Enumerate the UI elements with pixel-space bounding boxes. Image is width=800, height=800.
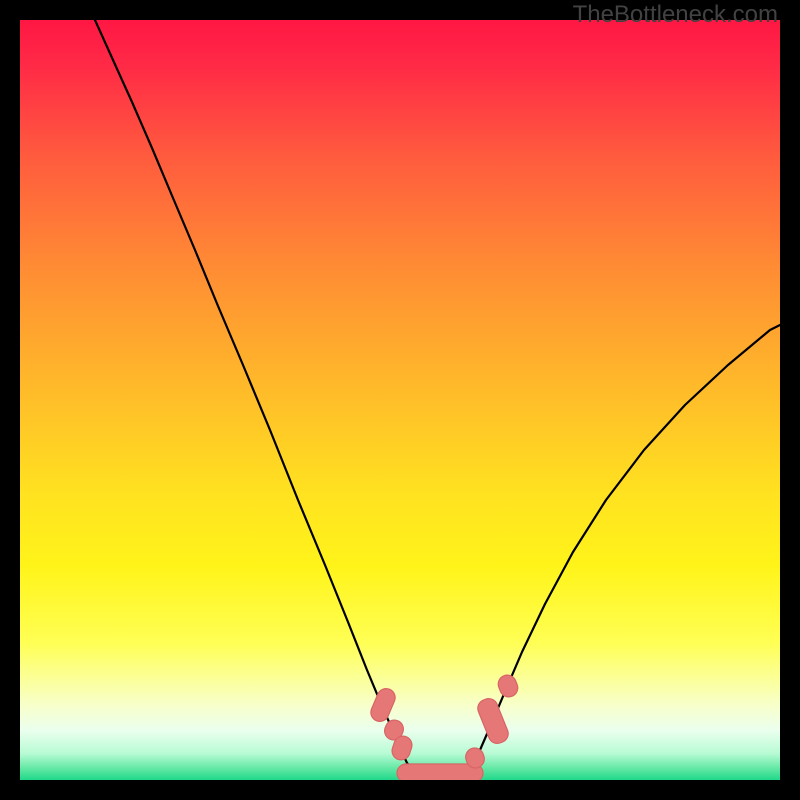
watermark: TheBottleneck.com [573, 1, 778, 29]
chart-svg [0, 0, 800, 800]
stage: TheBottleneck.com [0, 0, 800, 800]
gradient-panel [20, 20, 780, 780]
